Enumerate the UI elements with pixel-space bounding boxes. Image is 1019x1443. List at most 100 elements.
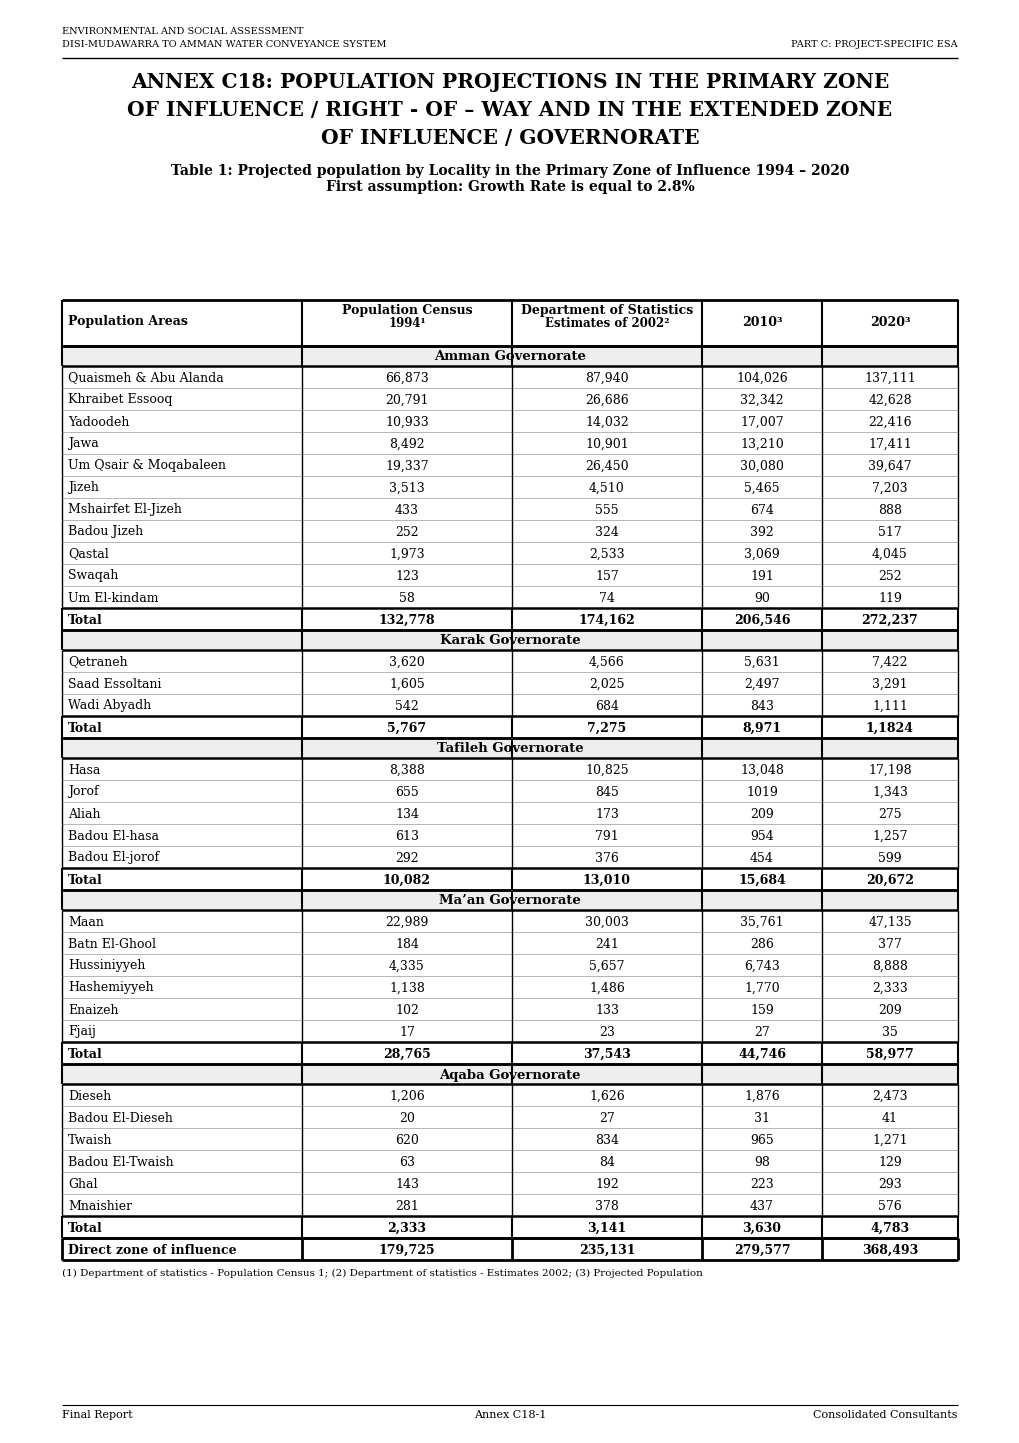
Text: 3,513: 3,513	[388, 482, 425, 495]
Text: 3,630: 3,630	[742, 1222, 781, 1235]
Text: 35,761: 35,761	[740, 915, 783, 928]
Text: Total: Total	[68, 1048, 103, 1061]
Text: 4,045: 4,045	[871, 547, 907, 560]
Text: 119: 119	[877, 592, 901, 605]
Text: 437: 437	[749, 1199, 773, 1212]
Text: 19,337: 19,337	[385, 459, 428, 472]
Text: 104,026: 104,026	[736, 371, 787, 384]
Text: 3,141: 3,141	[587, 1222, 626, 1235]
Text: 1994¹: 1994¹	[388, 317, 425, 330]
Text: 84: 84	[598, 1156, 614, 1169]
Text: 206,546: 206,546	[733, 613, 790, 626]
Text: 20: 20	[398, 1111, 415, 1124]
Text: 159: 159	[749, 1003, 773, 1016]
Text: 143: 143	[394, 1177, 419, 1190]
Text: Saad Essoltani: Saad Essoltani	[68, 678, 161, 691]
Text: Quaismeh & Abu Alanda: Quaismeh & Abu Alanda	[68, 371, 223, 384]
Text: Total: Total	[68, 613, 103, 626]
Text: 252: 252	[877, 570, 901, 583]
Text: 8,492: 8,492	[389, 437, 424, 450]
Text: 44,746: 44,746	[738, 1048, 786, 1061]
Text: Jizeh: Jizeh	[68, 482, 99, 495]
Bar	[62, 1063, 957, 1084]
Text: 10,825: 10,825	[585, 763, 628, 776]
Text: Total: Total	[68, 722, 103, 734]
Text: 1,343: 1,343	[871, 785, 907, 798]
Text: Batn El-Ghool: Batn El-Ghool	[68, 938, 156, 951]
Text: Wadi Abyadh: Wadi Abyadh	[68, 700, 151, 713]
Text: 1,271: 1,271	[871, 1134, 907, 1147]
Text: 433: 433	[394, 504, 419, 517]
Text: 1,486: 1,486	[589, 981, 625, 994]
Text: 368,493: 368,493	[861, 1244, 917, 1257]
Text: 192: 192	[594, 1177, 619, 1190]
Text: Total: Total	[68, 873, 103, 886]
Text: 17: 17	[398, 1026, 415, 1039]
Text: 1,138: 1,138	[388, 981, 425, 994]
Text: Badou El-hasa: Badou El-hasa	[68, 830, 159, 843]
Bar	[62, 890, 957, 911]
Text: Table 1: Projected population by Locality in the Primary Zone of Influence 1994 : Table 1: Projected population by Localit…	[170, 165, 849, 177]
Text: Karak Governorate: Karak Governorate	[439, 635, 580, 648]
Text: 42,628: 42,628	[867, 394, 911, 407]
Text: Tafileh Governorate: Tafileh Governorate	[436, 743, 583, 756]
Text: 191: 191	[749, 570, 773, 583]
Text: 376: 376	[594, 851, 619, 864]
Text: 1,257: 1,257	[871, 830, 907, 843]
Text: 209: 209	[749, 808, 773, 821]
Bar	[62, 631, 957, 649]
Text: 791: 791	[594, 830, 619, 843]
Text: 32,342: 32,342	[740, 394, 783, 407]
Text: 517: 517	[877, 525, 901, 538]
Text: 5,767: 5,767	[387, 722, 426, 734]
Text: 834: 834	[594, 1134, 619, 1147]
Text: 17,007: 17,007	[740, 416, 783, 429]
Text: 13,048: 13,048	[740, 763, 784, 776]
Text: 2,497: 2,497	[744, 678, 779, 691]
Text: 7,422: 7,422	[871, 655, 907, 668]
Text: 26,450: 26,450	[585, 459, 628, 472]
Text: Mnaishier: Mnaishier	[68, 1199, 132, 1212]
Text: 377: 377	[877, 938, 901, 951]
Text: 620: 620	[394, 1134, 419, 1147]
Text: 39,647: 39,647	[867, 459, 911, 472]
Text: 292: 292	[394, 851, 419, 864]
Text: 252: 252	[394, 525, 419, 538]
Text: 30,003: 30,003	[585, 915, 629, 928]
Text: Badou El-Twaish: Badou El-Twaish	[68, 1156, 173, 1169]
Text: (1) Department of statistics - Population Census 1; (2) Department of statistics: (1) Department of statistics - Populatio…	[62, 1268, 702, 1278]
Text: 1,111: 1,111	[871, 700, 907, 713]
Text: 888: 888	[877, 504, 901, 517]
Text: 22,989: 22,989	[385, 915, 428, 928]
Text: 41: 41	[881, 1111, 897, 1124]
Text: 684: 684	[594, 700, 619, 713]
Text: 102: 102	[394, 1003, 419, 1016]
Text: Enaizeh: Enaizeh	[68, 1003, 118, 1016]
Text: ANNEX C18: POPULATION PROJECTIONS IN THE PRIMARY ZONE: ANNEX C18: POPULATION PROJECTIONS IN THE…	[130, 72, 889, 92]
Text: 1,973: 1,973	[389, 547, 424, 560]
Text: 15,684: 15,684	[738, 873, 785, 886]
Text: Badou Jizeh: Badou Jizeh	[68, 525, 143, 538]
Text: Total: Total	[68, 1222, 103, 1235]
Text: 184: 184	[394, 938, 419, 951]
Text: 2,473: 2,473	[871, 1089, 907, 1102]
Text: Amman Governorate: Amman Governorate	[434, 351, 585, 364]
Text: 2,025: 2,025	[589, 678, 624, 691]
Text: 66,873: 66,873	[385, 371, 428, 384]
Text: 10,082: 10,082	[382, 873, 431, 886]
Text: Fjaij: Fjaij	[68, 1026, 96, 1039]
Text: PART C: PROJECT-SPECIFIC ESA: PART C: PROJECT-SPECIFIC ESA	[791, 40, 957, 49]
Text: 279,577: 279,577	[733, 1244, 790, 1257]
Text: 281: 281	[394, 1199, 419, 1212]
Text: OF INFLUENCE / GOVERNORATE: OF INFLUENCE / GOVERNORATE	[320, 128, 699, 149]
Bar	[62, 300, 957, 346]
Text: Badou El-jorof: Badou El-jorof	[68, 851, 159, 864]
Text: 286: 286	[749, 938, 773, 951]
Text: 272,237: 272,237	[861, 613, 917, 626]
Text: 613: 613	[394, 830, 419, 843]
Text: 845: 845	[594, 785, 619, 798]
Text: 157: 157	[594, 570, 619, 583]
Text: 1,605: 1,605	[388, 678, 425, 691]
Text: 173: 173	[594, 808, 619, 821]
Bar	[62, 346, 957, 367]
